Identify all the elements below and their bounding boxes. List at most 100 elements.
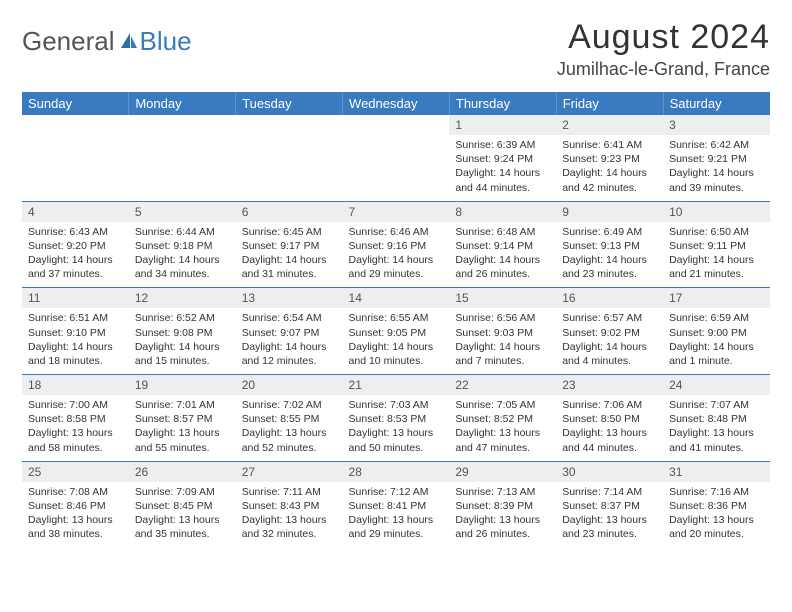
calendar-day-cell xyxy=(129,115,236,201)
day-line: Daylight: 13 hours xyxy=(562,513,657,527)
day-body: Sunrise: 6:50 AMSunset: 9:11 PMDaylight:… xyxy=(663,222,770,288)
day-number: 28 xyxy=(343,462,450,482)
day-line: Sunset: 8:52 PM xyxy=(455,412,550,426)
day-line: Daylight: 14 hours xyxy=(562,166,657,180)
day-line: Sunrise: 7:03 AM xyxy=(349,398,444,412)
day-number: 18 xyxy=(22,375,129,395)
day-body: Sunrise: 7:14 AMSunset: 8:37 PMDaylight:… xyxy=(556,482,663,548)
day-line: Sunrise: 7:02 AM xyxy=(242,398,337,412)
day-line: Daylight: 14 hours xyxy=(455,340,550,354)
day-line: Daylight: 14 hours xyxy=(455,253,550,267)
day-number: 30 xyxy=(556,462,663,482)
day-line: Sunset: 9:02 PM xyxy=(562,326,657,340)
day-number-empty xyxy=(236,115,343,135)
calendar-week-row: 4Sunrise: 6:43 AMSunset: 9:20 PMDaylight… xyxy=(22,201,770,288)
day-line: Sunset: 8:45 PM xyxy=(135,499,230,513)
calendar-day-cell: 5Sunrise: 6:44 AMSunset: 9:18 PMDaylight… xyxy=(129,201,236,288)
day-number: 22 xyxy=(449,375,556,395)
day-line: and 35 minutes. xyxy=(135,527,230,541)
day-line: Sunrise: 7:16 AM xyxy=(669,485,764,499)
calendar-day-cell: 2Sunrise: 6:41 AMSunset: 9:23 PMDaylight… xyxy=(556,115,663,201)
day-line: Sunrise: 7:06 AM xyxy=(562,398,657,412)
day-line: Sunrise: 6:52 AM xyxy=(135,311,230,325)
day-body: Sunrise: 7:16 AMSunset: 8:36 PMDaylight:… xyxy=(663,482,770,548)
day-number: 16 xyxy=(556,288,663,308)
day-number-empty xyxy=(22,115,129,135)
day-number: 8 xyxy=(449,202,556,222)
calendar-day-cell: 17Sunrise: 6:59 AMSunset: 9:00 PMDayligh… xyxy=(663,288,770,375)
day-line: and 10 minutes. xyxy=(349,354,444,368)
day-header: Tuesday xyxy=(236,92,343,115)
day-line: Sunset: 9:24 PM xyxy=(455,152,550,166)
day-line: Daylight: 14 hours xyxy=(242,340,337,354)
day-line: and 37 minutes. xyxy=(28,267,123,281)
day-line: and 44 minutes. xyxy=(455,181,550,195)
calendar-day-cell: 27Sunrise: 7:11 AMSunset: 8:43 PMDayligh… xyxy=(236,461,343,547)
day-line: Sunrise: 6:50 AM xyxy=(669,225,764,239)
day-line: and 26 minutes. xyxy=(455,527,550,541)
day-line: Sunset: 8:57 PM xyxy=(135,412,230,426)
day-body: Sunrise: 6:52 AMSunset: 9:08 PMDaylight:… xyxy=(129,308,236,374)
day-body: Sunrise: 7:09 AMSunset: 8:45 PMDaylight:… xyxy=(129,482,236,548)
day-line: Daylight: 14 hours xyxy=(349,340,444,354)
calendar-day-cell: 14Sunrise: 6:55 AMSunset: 9:05 PMDayligh… xyxy=(343,288,450,375)
day-line: and 29 minutes. xyxy=(349,267,444,281)
day-body: Sunrise: 6:48 AMSunset: 9:14 PMDaylight:… xyxy=(449,222,556,288)
day-line: Sunrise: 6:51 AM xyxy=(28,311,123,325)
day-number: 21 xyxy=(343,375,450,395)
day-header: Thursday xyxy=(449,92,556,115)
day-line: Sunset: 9:14 PM xyxy=(455,239,550,253)
day-number: 26 xyxy=(129,462,236,482)
day-line: Sunrise: 7:07 AM xyxy=(669,398,764,412)
day-number: 7 xyxy=(343,202,450,222)
day-line: Sunset: 9:17 PM xyxy=(242,239,337,253)
day-line: and 26 minutes. xyxy=(455,267,550,281)
logo-sail-icon xyxy=(119,26,139,57)
calendar-day-cell: 16Sunrise: 6:57 AMSunset: 9:02 PMDayligh… xyxy=(556,288,663,375)
day-line: Sunrise: 7:12 AM xyxy=(349,485,444,499)
calendar-day-cell: 30Sunrise: 7:14 AMSunset: 8:37 PMDayligh… xyxy=(556,461,663,547)
day-line: Daylight: 13 hours xyxy=(135,426,230,440)
day-number: 13 xyxy=(236,288,343,308)
calendar-day-cell: 22Sunrise: 7:05 AMSunset: 8:52 PMDayligh… xyxy=(449,375,556,462)
day-line: Sunset: 8:36 PM xyxy=(669,499,764,513)
day-line: Sunrise: 7:14 AM xyxy=(562,485,657,499)
day-header: Sunday xyxy=(22,92,129,115)
day-line: and 55 minutes. xyxy=(135,441,230,455)
day-header: Saturday xyxy=(663,92,770,115)
day-line: Sunrise: 7:08 AM xyxy=(28,485,123,499)
day-line: Sunset: 9:23 PM xyxy=(562,152,657,166)
calendar-day-cell xyxy=(236,115,343,201)
day-number: 6 xyxy=(236,202,343,222)
day-line: Sunrise: 6:48 AM xyxy=(455,225,550,239)
day-body-empty xyxy=(236,135,343,197)
day-line: Daylight: 14 hours xyxy=(28,253,123,267)
day-line: Sunset: 9:05 PM xyxy=(349,326,444,340)
day-line: and 4 minutes. xyxy=(562,354,657,368)
day-line: and 21 minutes. xyxy=(669,267,764,281)
page-subtitle: Jumilhac-le-Grand, France xyxy=(557,59,770,80)
calendar-day-cell: 1Sunrise: 6:39 AMSunset: 9:24 PMDaylight… xyxy=(449,115,556,201)
day-body: Sunrise: 6:39 AMSunset: 9:24 PMDaylight:… xyxy=(449,135,556,201)
day-number: 3 xyxy=(663,115,770,135)
day-body: Sunrise: 6:45 AMSunset: 9:17 PMDaylight:… xyxy=(236,222,343,288)
day-line: Sunset: 8:46 PM xyxy=(28,499,123,513)
day-line: Daylight: 14 hours xyxy=(28,340,123,354)
day-body: Sunrise: 7:07 AMSunset: 8:48 PMDaylight:… xyxy=(663,395,770,461)
day-body-empty xyxy=(22,135,129,197)
day-header: Friday xyxy=(556,92,663,115)
calendar-day-cell: 13Sunrise: 6:54 AMSunset: 9:07 PMDayligh… xyxy=(236,288,343,375)
calendar-day-cell: 11Sunrise: 6:51 AMSunset: 9:10 PMDayligh… xyxy=(22,288,129,375)
calendar-day-cell: 8Sunrise: 6:48 AMSunset: 9:14 PMDaylight… xyxy=(449,201,556,288)
day-line: Daylight: 13 hours xyxy=(349,426,444,440)
day-line: and 23 minutes. xyxy=(562,527,657,541)
calendar-week-row: 1Sunrise: 6:39 AMSunset: 9:24 PMDaylight… xyxy=(22,115,770,201)
calendar-day-cell: 31Sunrise: 7:16 AMSunset: 8:36 PMDayligh… xyxy=(663,461,770,547)
day-line: Sunset: 8:55 PM xyxy=(242,412,337,426)
calendar-week-row: 25Sunrise: 7:08 AMSunset: 8:46 PMDayligh… xyxy=(22,461,770,547)
day-line: Sunset: 8:53 PM xyxy=(349,412,444,426)
day-line: Sunset: 9:08 PM xyxy=(135,326,230,340)
day-body: Sunrise: 6:55 AMSunset: 9:05 PMDaylight:… xyxy=(343,308,450,374)
day-line: Daylight: 14 hours xyxy=(135,340,230,354)
day-line: and 12 minutes. xyxy=(242,354,337,368)
